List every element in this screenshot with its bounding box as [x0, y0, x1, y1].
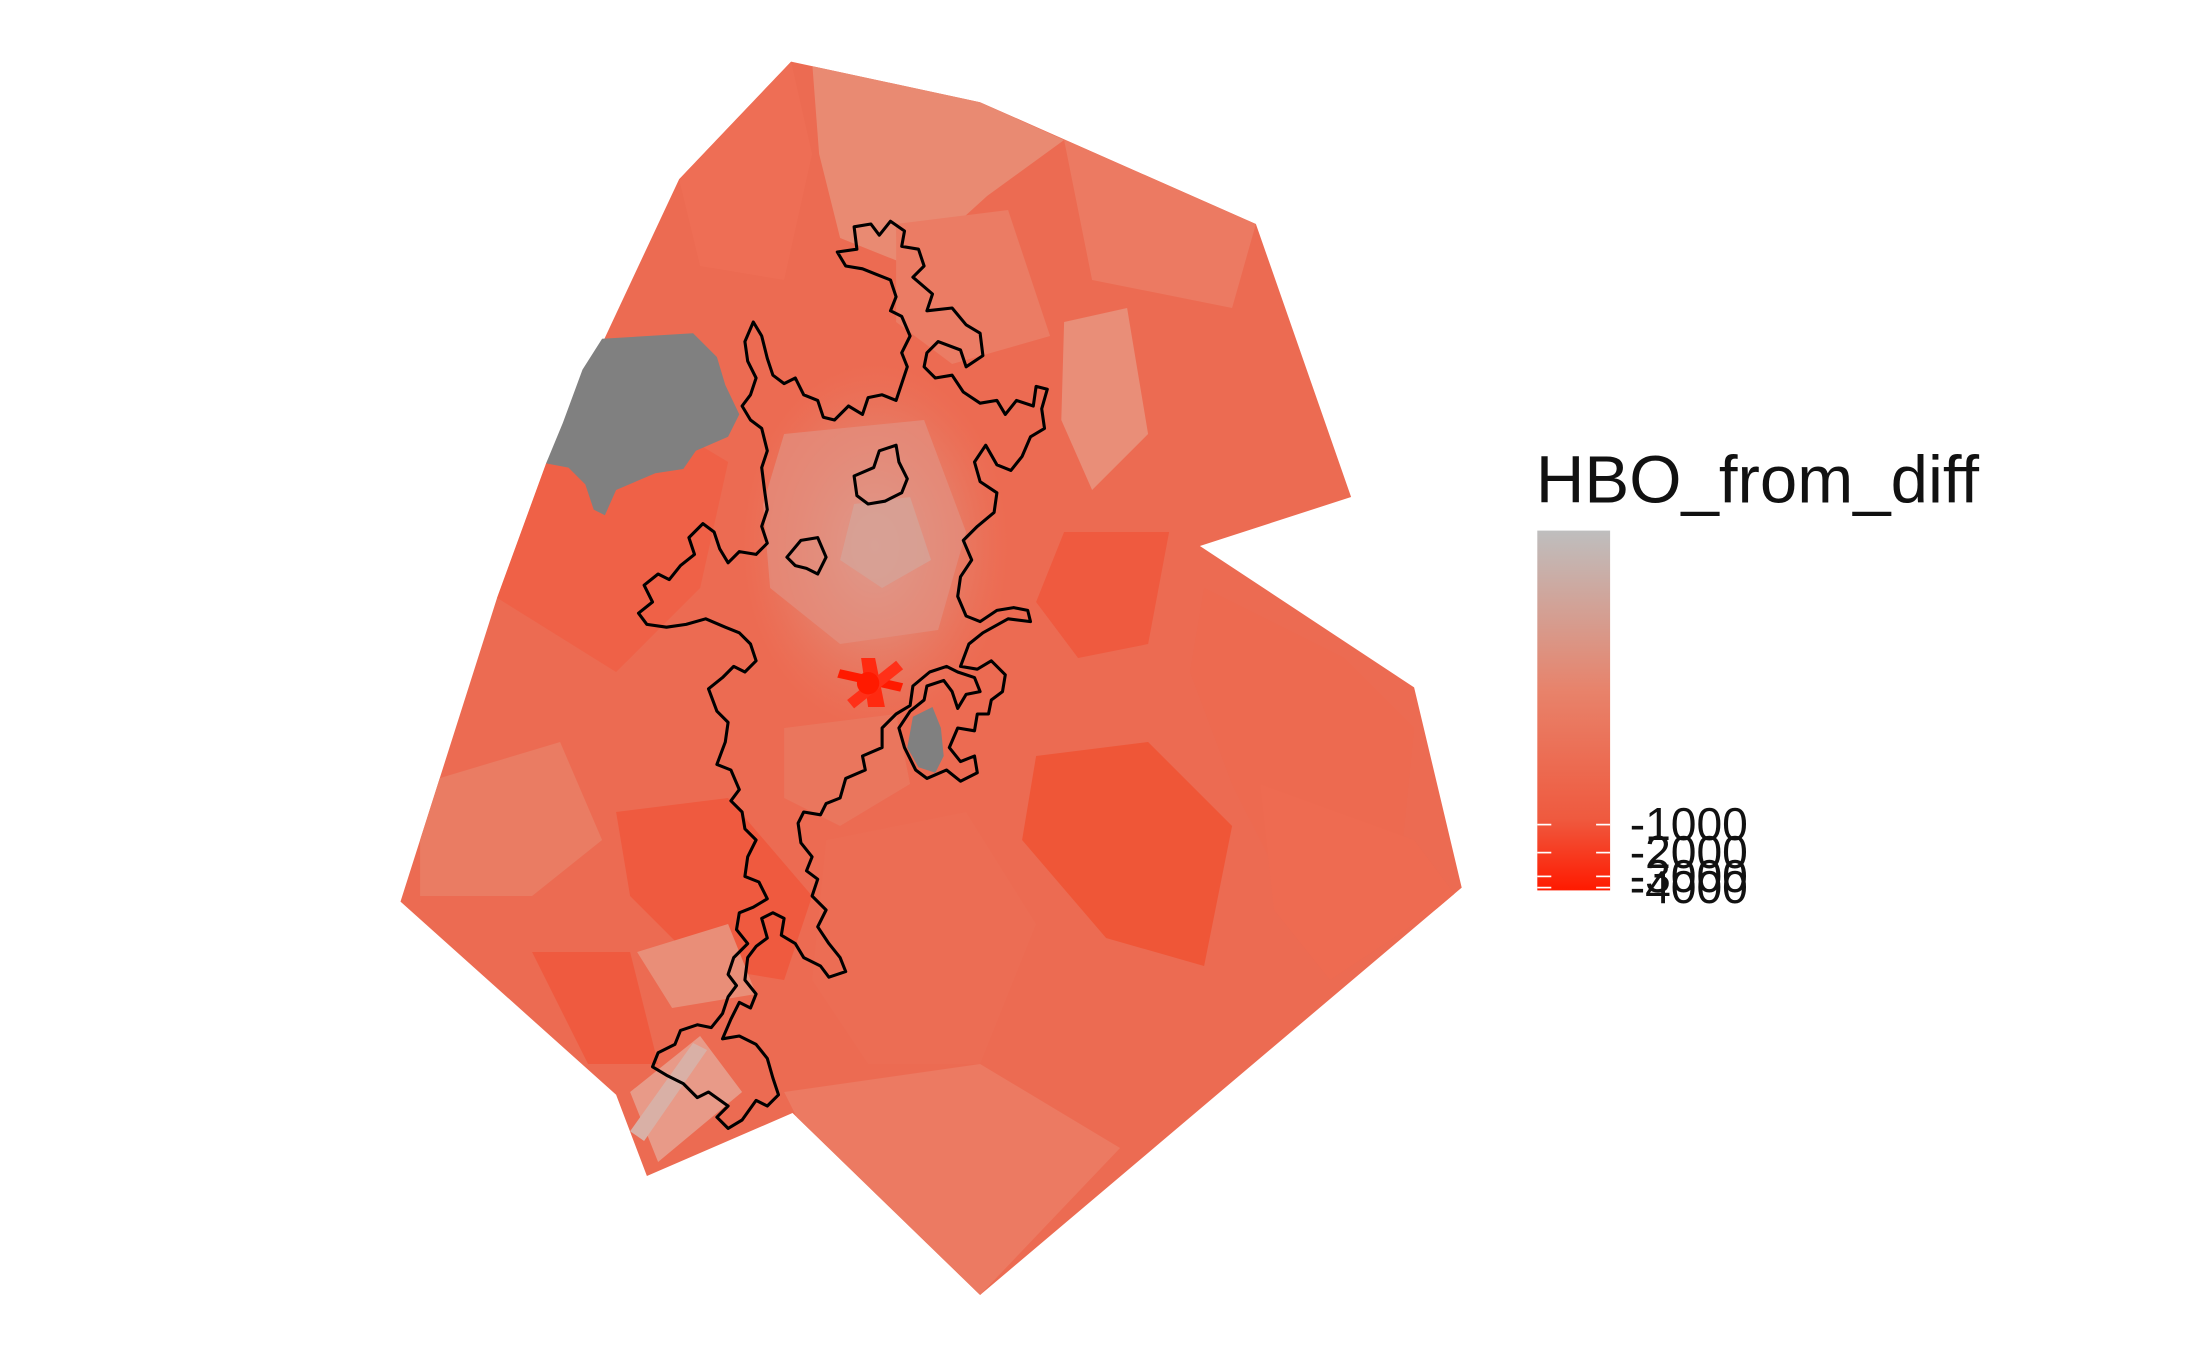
tract-east-rim [1260, 784, 1457, 980]
na-region-east [907, 707, 944, 773]
city-boundary-outline [636, 219, 1049, 1130]
tract-east-mid [1190, 588, 1415, 896]
tract-sliver [630, 1043, 708, 1141]
hotspot [837, 658, 904, 709]
legend: HBO_from_diff -1000 -2000 -3000 -4000 [1536, 443, 1979, 913]
tract-north-central [896, 210, 1051, 364]
legend-label-3000: -3000 [1630, 850, 1748, 902]
urban-core-south [784, 714, 911, 826]
legend-label-2000: -2000 [1630, 826, 1748, 878]
tract-far-south-light [630, 1036, 743, 1162]
tract-west-south [532, 952, 659, 1064]
legend-label-4000: -4000 [1630, 861, 1748, 913]
tract-northwest [679, 61, 813, 280]
tract-north-east [980, 102, 1256, 308]
legend-colorbar [1537, 530, 1611, 891]
tract-south-central [812, 812, 1037, 1064]
census-tracts [420, 61, 1457, 1295]
tract-south-light [637, 924, 757, 1008]
urban-core-grey [840, 497, 932, 588]
legend-label-1000: -1000 [1630, 798, 1748, 850]
hotspot-center [856, 672, 880, 695]
tract-south [784, 1064, 1121, 1295]
tract-north-light [812, 61, 1065, 266]
legend-title: HBO_from_diff [1536, 443, 1979, 518]
legend-ticks [1537, 823, 1611, 889]
county-regions [400, 61, 1462, 1296]
tract-southwest-dark [616, 798, 813, 980]
tract-west-light [420, 742, 603, 896]
tract-southeast-dark [1022, 742, 1233, 966]
legend-labels: -1000 -2000 -3000 -4000 [1630, 798, 1748, 913]
na-region-northwest [546, 333, 740, 516]
tract-east-light [1061, 308, 1149, 490]
tract-east-dark [1036, 532, 1170, 658]
tract-west-mid [497, 420, 729, 672]
